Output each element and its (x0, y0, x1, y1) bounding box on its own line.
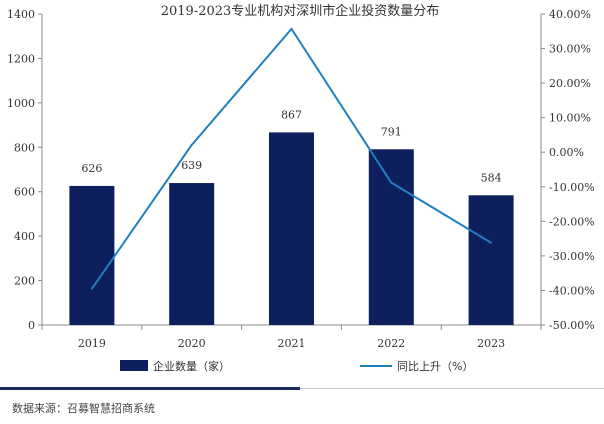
left-tick-label: 1000 (7, 97, 35, 110)
right-tick-label: -30.00% (549, 250, 595, 263)
bar-value-label: 867 (281, 108, 302, 121)
left-tick-label: 1200 (7, 52, 35, 65)
right-tick-label: -50.00% (549, 319, 595, 332)
x-tick-label: 2020 (178, 337, 206, 350)
bar-data-labels: 626 639 867 791 584 (81, 108, 501, 184)
left-tick-label: 1400 (7, 8, 35, 21)
bar-value-label: 584 (481, 171, 502, 184)
source-note: 数据来源：召募智慧招商系统 (12, 402, 155, 415)
line-series (90, 27, 493, 290)
x-tick-label: 2021 (278, 337, 306, 350)
x-tick-label: 2023 (477, 337, 505, 350)
right-tick-label: 40.00% (549, 8, 591, 21)
bar (169, 183, 215, 325)
bar-value-label: 791 (381, 125, 402, 138)
right-tick-label: -20.00% (549, 215, 595, 228)
bar-value-label: 639 (181, 159, 202, 172)
x-tick-label: 2022 (377, 337, 405, 350)
left-tick-label: 200 (14, 275, 35, 288)
legend-line-label: 同比上升（%） (397, 360, 473, 373)
left-tick-label: 600 (14, 186, 35, 199)
chart: 2019-2023专业机构对深圳市企业投资数量分布 0 200 400 600 800 1… (7, 3, 595, 373)
line-point (290, 27, 293, 30)
right-tick-label: -40.00% (549, 284, 595, 297)
left-tick-label: 0 (28, 319, 35, 332)
left-y-axis: 0 200 400 600 800 1000 1200 1400 (7, 8, 43, 332)
right-tick-label: 10.00% (549, 112, 591, 125)
bar (468, 195, 514, 325)
right-tick-label: -10.00% (549, 181, 595, 194)
right-tick-label: 0.00% (549, 146, 584, 159)
right-tick-label: 30.00% (549, 43, 591, 56)
bar (69, 185, 115, 325)
line-point (90, 287, 93, 290)
bar (269, 132, 314, 325)
right-tick-label: 20.00% (549, 77, 591, 90)
line-point (390, 181, 393, 184)
line-point (190, 143, 193, 146)
divider (0, 387, 604, 390)
bar-series (69, 132, 514, 325)
left-tick-label: 400 (14, 230, 35, 243)
legend-bar-label: 企业数量（家） (153, 359, 230, 373)
legend-bar-swatch (120, 360, 148, 371)
chart-title: 2019-2023专业机构对深圳市企业投资数量分布 (161, 3, 440, 19)
right-y-axis: -50.00% -40.00% -30.00% -20.00% -10.00% 0.00%… (540, 8, 595, 332)
bar (368, 149, 414, 325)
left-tick-label: 800 (14, 141, 35, 154)
legend: 企业数量（家） 同比上升（%） (120, 359, 473, 373)
x-tick-label: 2019 (78, 337, 106, 350)
x-axis: 2019 2020 2021 2022 2023 (41, 324, 542, 350)
line-point (490, 241, 493, 244)
bar-value-label: 626 (81, 162, 102, 175)
